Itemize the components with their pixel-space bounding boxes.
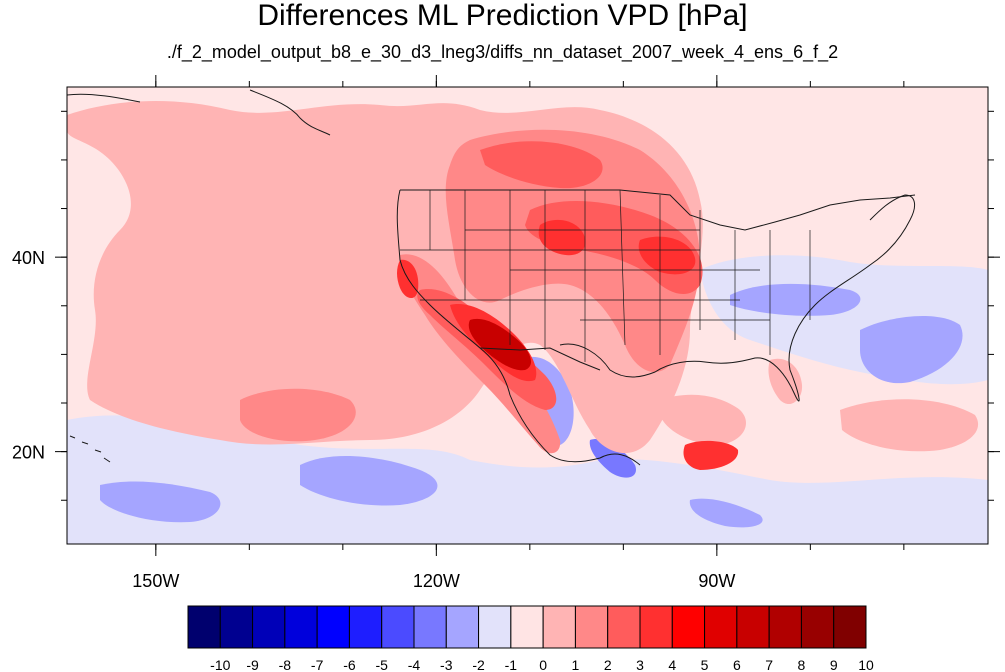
warm-region-iowa — [638, 236, 696, 275]
cool-region-central-america — [589, 439, 636, 478]
colorbar-label: 0 — [539, 657, 547, 672]
colorbar-label: -1 — [505, 657, 518, 672]
colorbar-swatch — [478, 605, 512, 649]
coastlines-and-borders — [67, 89, 916, 466]
colorbar-label: 5 — [701, 657, 709, 672]
hawaii-islands — [69, 435, 111, 463]
colorbar-label: 4 — [668, 657, 676, 672]
colorbar-swatch — [510, 605, 544, 649]
alaska-coast — [67, 89, 331, 136]
warm-region-sonora-core — [468, 318, 532, 371]
lon-tick-label: 120W — [413, 571, 460, 591]
colorbar-label: -8 — [279, 657, 292, 672]
colorbar-swatch — [639, 605, 673, 649]
colorbar-label: 2 — [604, 657, 612, 672]
colorbar-swatch — [736, 605, 770, 649]
warm-region-gulf-of-mexico — [683, 440, 739, 470]
colorbar-swatch — [833, 605, 867, 649]
colorbar-swatch — [284, 605, 318, 649]
colorbar-swatch — [800, 605, 835, 649]
colorbar: -10 -9 -8 -7 -6 -5 -4 -3 -2 -1 0 1 2 3 4 5 6 7 8 9 10 — [187, 605, 874, 672]
colorbar-swatch — [252, 605, 286, 649]
colorbar-swatch — [413, 605, 447, 649]
colorbar-swatch — [671, 605, 706, 649]
warm-region-wyoming — [538, 219, 586, 256]
warm-region-east-pacific — [840, 399, 979, 452]
colorbar-label: 10 — [858, 657, 874, 672]
colorbar-label: -10 — [210, 657, 230, 672]
colorbar-label: 1 — [572, 657, 580, 672]
cool-region-atlantic — [860, 315, 963, 384]
colorbar-swatch — [316, 605, 350, 649]
colorbar-label: 3 — [636, 657, 644, 672]
colorbar-swatch — [768, 605, 802, 649]
colorbar-swatch — [348, 605, 383, 649]
lon-tick-label: 90W — [698, 571, 735, 591]
colorbar-swatch — [542, 605, 576, 649]
warm-region-pacific-mid — [240, 388, 356, 442]
map-title: Differences ML Prediction VPD [hPa] — [257, 0, 748, 32]
us-coastline — [396, 189, 916, 466]
colorbar-label: 6 — [733, 657, 741, 672]
colorbar-label: -7 — [311, 657, 324, 672]
colorbar-swatch — [187, 605, 221, 649]
vpd-difference-field — [67, 87, 988, 544]
colorbar-label: -3 — [440, 657, 453, 672]
positive-anomaly-regions — [67, 100, 979, 470]
warm-region-northern-plains — [480, 141, 603, 189]
lat-tick-label: 20N — [12, 443, 45, 463]
colorbar-label: 7 — [765, 657, 773, 672]
colorbar-label: 8 — [798, 657, 806, 672]
lat-tick-label: 40N — [12, 248, 45, 268]
cool-region-hawaii-south — [100, 481, 221, 523]
colorbar-label: 9 — [830, 657, 838, 672]
axis-labels: 150W 120W 90W 40N 20N — [12, 248, 735, 591]
axis-ticks — [55, 75, 1000, 556]
cool-region-appalachia — [730, 283, 861, 316]
map-subtitle: ./f_2_model_output_b8_e_30_d3_lneg3/diff… — [166, 42, 839, 62]
colorbar-swatch — [445, 605, 480, 649]
map-frame — [66, 86, 989, 545]
cool-region-caribbean — [689, 498, 763, 528]
cool-region-pacific-south — [67, 415, 988, 544]
colorbar-swatch — [219, 605, 254, 649]
mexico-border — [479, 347, 601, 371]
state-lines — [400, 189, 811, 362]
cool-region-pacific-south-blue — [300, 455, 438, 506]
colorbar-swatch — [574, 605, 609, 649]
colorbar-label: -9 — [246, 657, 259, 672]
lon-tick-label: 150W — [132, 571, 179, 591]
colorbar-label: -4 — [408, 657, 421, 672]
warm-region-gulf — [660, 394, 746, 445]
colorbar-swatch — [381, 605, 415, 649]
colorbar-label: -2 — [472, 657, 485, 672]
colorbar-swatch — [704, 605, 738, 649]
colorbar-label: -6 — [343, 657, 356, 672]
colorbar-swatch — [607, 605, 641, 649]
colorbar-label: -5 — [375, 657, 388, 672]
canada-border — [400, 189, 916, 231]
